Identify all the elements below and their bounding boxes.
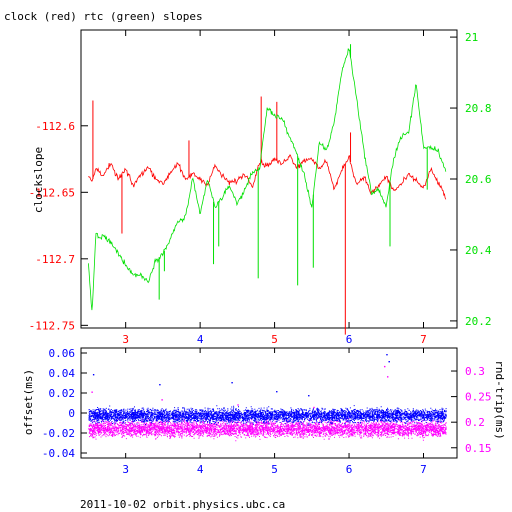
bottom-x-tick-label: 6 [346, 463, 353, 476]
bottom-axes: 3 4 5 6 7 0.06 0.04 0.02 0 -0.02 -0.04 0.15 0.2 0.25 0… [42, 347, 492, 476]
offset-cloud [88, 405, 447, 426]
clock-line [88, 154, 447, 200]
rnd-trip-outlier [237, 404, 239, 406]
top-y2-tick-label: 20.4 [465, 244, 492, 257]
rndtrip-cloud [88, 417, 447, 442]
footer-caption: 2011-10-02 orbit.physics.ubc.ca [80, 498, 285, 511]
bottom-y2-tick-label: 0.3 [465, 365, 485, 378]
top-y2-tick-label: 20.6 [465, 173, 492, 186]
top-x-tick-label: 3 [122, 333, 129, 346]
top-y2-tick-label: 20.8 [465, 102, 492, 115]
top-axes: 3 4 5 6 7 -112.6 -112.65 -112.7 -112.75 20.2 20.4 2… [29, 30, 492, 346]
top-y2-tick-label: 20.2 [465, 315, 492, 328]
top-x-tick-label: 5 [271, 333, 278, 346]
rtc-line [88, 48, 447, 311]
top-y-tick-label: -112.65 [29, 186, 75, 199]
offset-outlier [308, 395, 310, 397]
rtc-series [88, 44, 447, 311]
top-y2-tick-label: 21 [465, 31, 478, 44]
offset-outlier [276, 391, 278, 393]
offset-points [88, 354, 447, 426]
bottom-y-tick-label: 0 [68, 407, 75, 420]
rndtrip-points [88, 365, 447, 442]
bottom-y-tick-label: 0.06 [49, 347, 76, 360]
offset-outlier [231, 382, 233, 384]
bottom-y2-tick-label: 0.15 [465, 442, 492, 455]
bottom-x-tick-label: 3 [122, 463, 129, 476]
top-y-tick-label: -112.7 [35, 253, 75, 266]
bottom-x-tick-label: 7 [420, 463, 427, 476]
offset-outlier [386, 354, 388, 356]
top-y-tick-label: -112.75 [29, 319, 75, 332]
bottom-plot-frame [80, 347, 458, 459]
bottom-x-tick-label: 4 [197, 463, 204, 476]
top-x-tick-label: 6 [346, 333, 353, 346]
bottom-y2-tick-label: 0.25 [465, 391, 492, 404]
bottom-x-tick-label: 5 [271, 463, 278, 476]
top-chart-title: clock (red) rtc (green) slopes [4, 10, 203, 23]
bottom-y-tick-label: 0.04 [49, 367, 76, 380]
top-x-tick-label: 7 [420, 333, 427, 346]
clock-series [88, 96, 447, 335]
rnd-trip-outlier [387, 376, 389, 378]
rnd-trip-outlier [313, 406, 315, 409]
top-y-axis-label: clockslope [32, 147, 45, 213]
rnd-trip-outlier [384, 365, 386, 368]
bottom-y-tick-label: -0.02 [42, 427, 75, 440]
bottom-y-tick-label: 0.02 [49, 387, 76, 400]
rnd-trip-outlier [161, 399, 163, 401]
offset-outlier [92, 374, 95, 376]
offset-outlier [159, 384, 161, 386]
top-x-tick-label: 4 [197, 333, 204, 346]
bottom-y-tick-label: -0.04 [42, 447, 75, 460]
rnd-trip-outlier [91, 391, 93, 393]
offset-outlier [388, 361, 390, 363]
top-y-tick-label: -112.6 [35, 120, 75, 133]
bottom-y-axis-label: offset(ms) [22, 369, 35, 435]
bottom-y2-axis-label: rnd-trip(ms) [493, 360, 506, 439]
bottom-y2-tick-label: 0.2 [465, 416, 485, 429]
